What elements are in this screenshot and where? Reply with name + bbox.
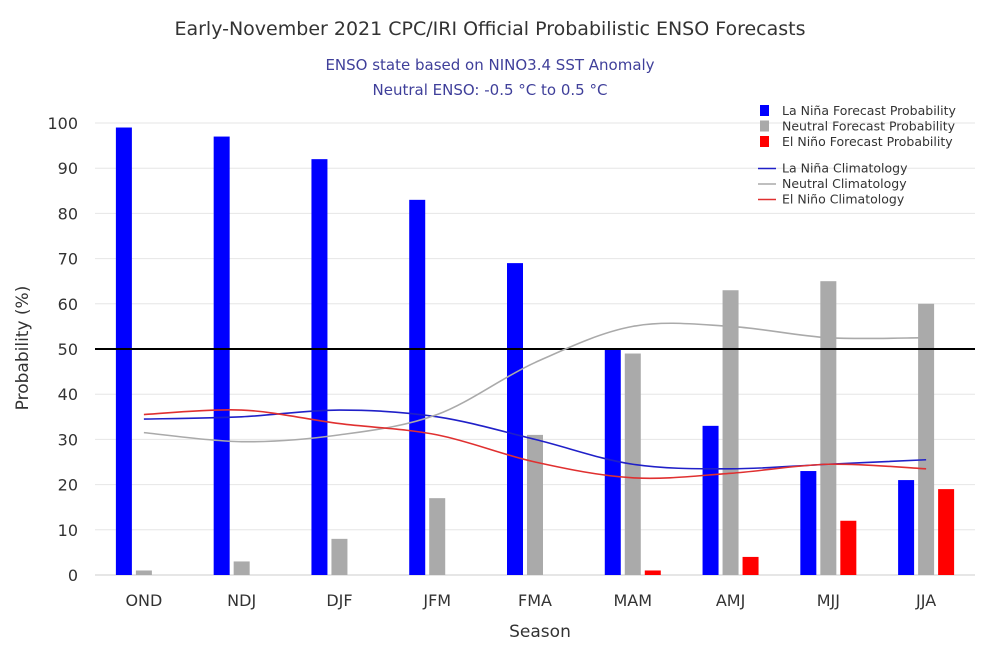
climatology-lines [143,322,927,480]
bar-la-nina-ond [115,127,132,576]
bar-neutral-jja [918,303,935,575]
y-tick-label: 20 [58,476,78,495]
bar-la-nina-fma [507,263,523,575]
bar-el-nino-jja [938,489,955,575]
legend-label-la-nina-line: La Niña Climatology [782,161,908,176]
legend-swatch-neutral-bar [760,120,769,132]
bar-el-nino-mjj [840,520,857,575]
x-tick-label: AMJ [716,591,745,610]
x-tick-label: NDJ [227,591,256,610]
x-tick-label: JFM [422,591,451,610]
neutral-climatology-line [143,322,927,443]
bar-neutral-ond [135,570,152,575]
x-axis-title: Season [509,622,571,642]
legend-label-el-nino-bar: El Niño Forecast Probability [782,134,953,149]
y-tick-label: 50 [58,340,78,359]
chart-title: Early-November 2021 CPC/IRI Official Pro… [174,18,805,40]
y-tick-label: 10 [58,521,78,540]
y-tick-label: 80 [58,204,78,223]
legend-swatch-el-nino-bar [760,136,769,147]
bar-neutral-fma [527,434,543,575]
y-tick-label: 100 [47,114,78,133]
legend-label-la-nina-bar: La Niña Forecast Probability [782,103,957,118]
el-nino-climatology-line [143,408,927,480]
y-tick-label: 0 [68,566,78,585]
bar-la-nina-jfm [409,199,426,575]
chart-subtitle-line-2: Neutral ENSO: -0.5 °C to 0.5 °C [373,81,608,99]
x-tick-label: FMA [518,591,552,610]
bar-la-nina-jja [898,480,915,575]
y-tick-label: 70 [58,250,78,269]
y-axis-title: Probability (%) [13,286,33,411]
bar-la-nina-mam [604,349,621,575]
x-tick-label: MJJ [817,591,840,610]
x-tick-label: MAM [613,591,652,610]
bars [115,127,955,576]
x-axis-ticks: OND NDJ DJF JFM FMA MAM AMJ MJJ JJA [125,591,936,610]
legend-swatch-la-nina-bar [760,105,769,116]
bar-neutral-djf [331,538,348,575]
bar-el-nino-amj [742,556,759,575]
chart-subtitle-line-1: ENSO state based on NINO3.4 SST Anomaly [325,56,654,74]
bar-la-nina-amj [702,425,719,575]
bar-la-nina-ndj [213,136,230,575]
legend-label-neutral-line: Neutral Climatology [782,176,907,191]
legend-label-neutral-bar: Neutral Forecast Probability [782,119,956,134]
x-tick-label: DJF [326,591,352,610]
y-tick-label: 90 [58,159,78,178]
bar-neutral-amj [722,290,739,575]
y-tick-label: 40 [58,385,78,404]
bar-la-nina-djf [311,159,328,575]
bar-la-nina-mjj [800,471,817,575]
y-tick-label: 60 [58,295,78,314]
y-tick-label: 30 [58,430,78,449]
legend-label-el-nino-line: El Niño Climatology [782,192,905,207]
bar-neutral-jfm [429,498,446,575]
y-axis-ticks: 0 10 20 30 40 50 60 70 80 90 100 [47,114,78,585]
bar-el-nino-mam [644,570,661,575]
bar-neutral-mjj [820,281,837,575]
bar-neutral-ndj [233,561,250,575]
x-tick-label: OND [125,591,162,610]
x-tick-label: JJA [915,591,936,610]
